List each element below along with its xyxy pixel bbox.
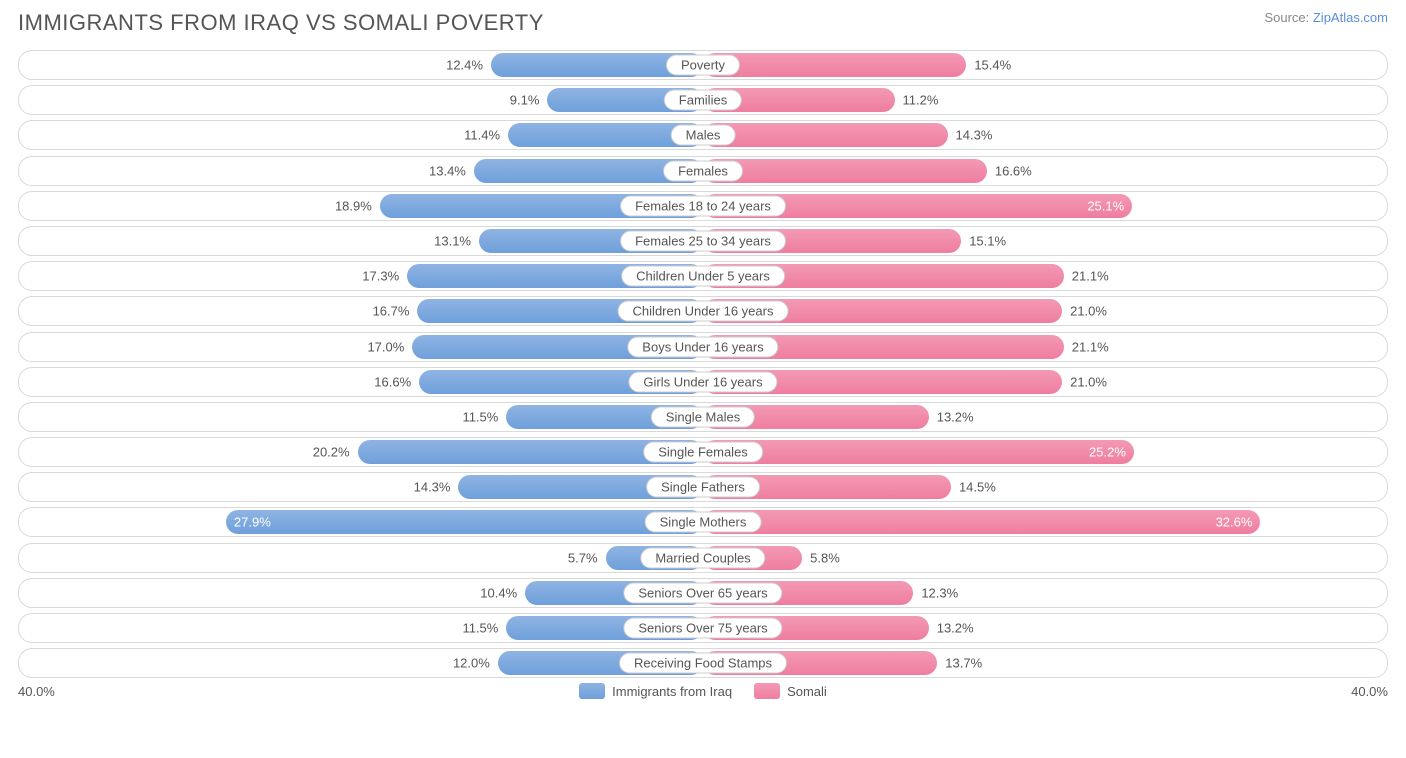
diverging-bar-chart: 12.4%15.4%Poverty9.1%11.2%Families11.4%1… <box>18 50 1388 678</box>
page-title: IMMIGRANTS FROM IRAQ VS SOMALI POVERTY <box>18 10 544 36</box>
value-left: 18.9% <box>335 198 380 213</box>
value-left: 11.4% <box>464 128 508 143</box>
bar-left: 27.9% <box>226 510 703 534</box>
category-label: Girls Under 16 years <box>628 371 777 392</box>
chart-row: 11.5% 13.2% Single Males <box>18 402 1388 432</box>
value-right: 21.1% <box>1064 339 1109 354</box>
chart-row: 13.4%16.6%Females <box>18 156 1388 186</box>
value-left: 27.9% <box>234 515 271 530</box>
bar-right: 25.2% <box>703 440 1134 464</box>
chart-row: 14.3% 14.5% Single Fathers <box>18 472 1388 502</box>
category-label: Receiving Food Stamps <box>619 653 787 674</box>
chart-row: 18.9% 25.1% Females 18 to 24 years <box>18 191 1388 221</box>
chart-row: 16.7% 21.0% Children Under 16 years <box>18 296 1388 326</box>
value-right: 25.2% <box>1089 445 1126 460</box>
value-right: 25.1% <box>1087 198 1124 213</box>
chart-row: 9.1% 11.2% Families <box>18 85 1388 115</box>
category-label: Males <box>671 125 736 146</box>
category-label: Married Couples <box>640 547 765 568</box>
category-label: Seniors Over 75 years <box>623 618 782 639</box>
value-right: 13.2% <box>929 409 974 424</box>
swatch-icon <box>754 683 780 699</box>
category-label: Single Females <box>643 442 763 463</box>
value-left: 12.4% <box>446 58 491 73</box>
header: IMMIGRANTS FROM IRAQ VS SOMALI POVERTY S… <box>18 10 1388 36</box>
chart-row: 12.0% 13.7% Receiving Food Stamps <box>18 648 1388 678</box>
chart-row: 11.5% 13.2% Seniors Over 75 years <box>18 613 1388 643</box>
category-label: Single Fathers <box>646 477 760 498</box>
value-right: 21.0% <box>1062 374 1107 389</box>
legend-label-left: Immigrants from Iraq <box>612 684 732 699</box>
value-right: 5.8% <box>802 550 840 565</box>
category-label: Poverty <box>666 55 740 76</box>
category-label: Females 25 to 34 years <box>620 230 786 251</box>
value-right: 15.4% <box>966 58 1011 73</box>
chart-row: 12.4%15.4%Poverty <box>18 50 1388 80</box>
category-label: Females 18 to 24 years <box>620 195 786 216</box>
value-left: 16.6% <box>374 374 419 389</box>
value-left: 17.0% <box>367 339 412 354</box>
chart-row: 13.1% 15.1% Females 25 to 34 years <box>18 226 1388 256</box>
value-right: 11.2% <box>895 93 939 108</box>
value-right: 15.1% <box>961 233 1006 248</box>
chart-footer: 40.0% Immigrants from Iraq Somali 40.0% <box>18 683 1388 699</box>
chart-row: 27.9% 32.6% Single Mothers <box>18 507 1388 537</box>
value-left: 11.5% <box>462 409 506 424</box>
value-right: 16.6% <box>987 163 1032 178</box>
value-right: 13.7% <box>937 656 982 671</box>
legend-item-right: Somali <box>754 683 827 699</box>
chart-row: 16.6% 21.0% Girls Under 16 years <box>18 367 1388 397</box>
value-left: 13.1% <box>434 233 479 248</box>
category-label: Children Under 5 years <box>621 266 785 287</box>
legend-label-right: Somali <box>787 684 827 699</box>
category-label: Boys Under 16 years <box>627 336 778 357</box>
value-left: 5.7% <box>568 550 606 565</box>
value-left: 20.2% <box>313 445 358 460</box>
legend: Immigrants from Iraq Somali <box>579 683 827 699</box>
chart-row: 10.4% 12.3% Seniors Over 65 years <box>18 578 1388 608</box>
value-right: 12.3% <box>913 585 958 600</box>
source-label: Source: <box>1264 10 1312 25</box>
bar-right: 32.6% <box>703 510 1260 534</box>
bar-right: 16.6% <box>703 159 987 183</box>
category-label: Single Mothers <box>645 512 762 533</box>
value-right: 21.0% <box>1062 304 1107 319</box>
value-left: 10.4% <box>480 585 525 600</box>
value-right: 21.1% <box>1064 269 1109 284</box>
source-attribution: Source: ZipAtlas.com <box>1264 10 1388 25</box>
axis-max-left: 40.0% <box>18 684 55 699</box>
value-left: 9.1% <box>510 93 548 108</box>
source-link[interactable]: ZipAtlas.com <box>1313 10 1388 25</box>
value-left: 17.3% <box>362 269 407 284</box>
bar-right: 15.4% <box>703 53 966 77</box>
category-label: Females <box>663 160 743 181</box>
value-right: 14.3% <box>948 128 993 143</box>
category-label: Single Males <box>651 406 755 427</box>
swatch-icon <box>579 683 605 699</box>
chart-row: 11.4%14.3%Males <box>18 120 1388 150</box>
value-right: 14.5% <box>951 480 996 495</box>
legend-item-left: Immigrants from Iraq <box>579 683 732 699</box>
value-right: 13.2% <box>929 621 974 636</box>
chart-row: 17.3% 21.1% Children Under 5 years <box>18 261 1388 291</box>
value-left: 14.3% <box>414 480 459 495</box>
axis-max-right: 40.0% <box>1351 684 1388 699</box>
value-right: 32.6% <box>1216 515 1253 530</box>
category-label: Families <box>664 90 742 111</box>
chart-row: 5.7% 5.8% Married Couples <box>18 543 1388 573</box>
value-left: 16.7% <box>373 304 418 319</box>
bar-right: 14.3% <box>703 123 948 147</box>
value-left: 11.5% <box>462 621 506 636</box>
category-label: Seniors Over 65 years <box>623 582 782 603</box>
category-label: Children Under 16 years <box>618 301 789 322</box>
value-left: 13.4% <box>429 163 474 178</box>
chart-row: 17.0% 21.1% Boys Under 16 years <box>18 332 1388 362</box>
chart-row: 20.2% 25.2% Single Females <box>18 437 1388 467</box>
value-left: 12.0% <box>453 656 498 671</box>
